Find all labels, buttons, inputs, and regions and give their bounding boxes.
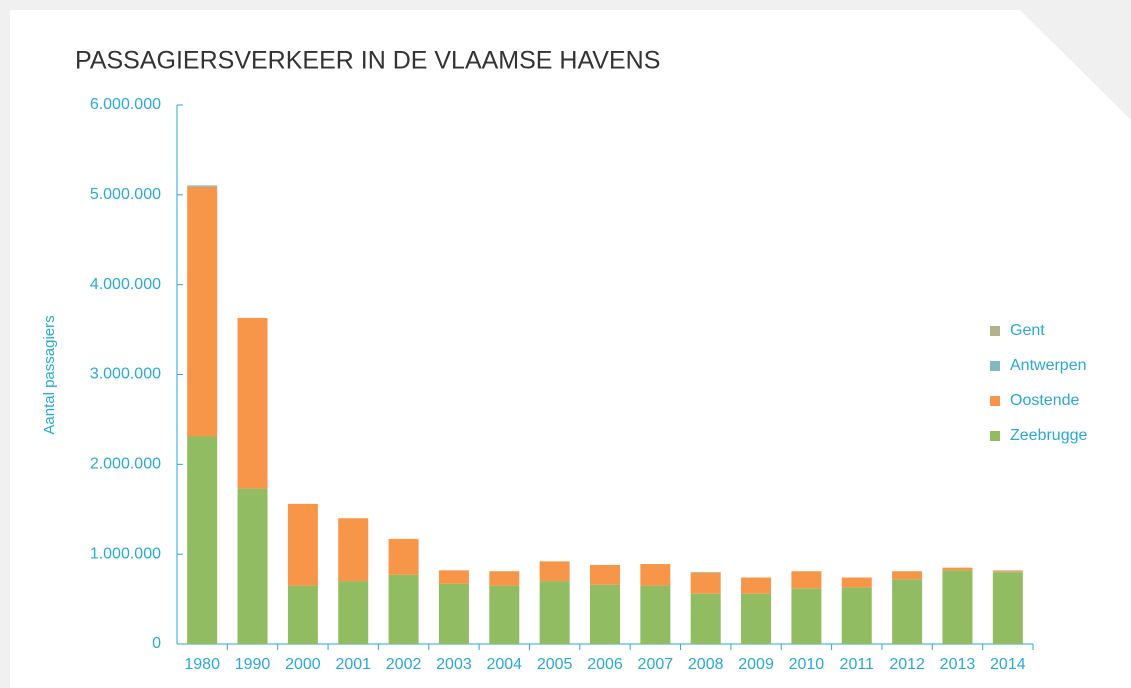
bar-segment [187, 185, 218, 187]
legend-swatch [990, 326, 1000, 336]
x-tick-label: 2011 [840, 656, 875, 673]
bar-segment [489, 585, 520, 644]
bar-segment [640, 564, 671, 586]
y-tick-label: 4.000.000 [90, 276, 161, 293]
bar-segment [992, 570, 1023, 572]
bar-segment [237, 317, 268, 489]
x-tick-label: 2005 [537, 656, 573, 673]
bar-segment [741, 577, 772, 594]
legend-label: Gent [1010, 322, 1045, 339]
bar-segment [388, 538, 419, 575]
bar-segment [640, 585, 671, 644]
x-tick-label: 2004 [486, 656, 522, 673]
bar-segment [338, 581, 369, 644]
x-tick-label: 2010 [789, 656, 825, 673]
bar-segment [690, 593, 721, 644]
legend-label: Zeebrugge [1010, 427, 1087, 444]
legend-label: Oostende [1010, 392, 1079, 409]
bar-segment [438, 583, 469, 644]
legend-swatch [990, 396, 1000, 406]
y-tick-label: 2.000.000 [90, 456, 161, 473]
y-axis-label: Aantal passagiers [41, 315, 58, 434]
legend-swatch [990, 431, 1000, 441]
bar-segment [590, 584, 620, 644]
bar-segment [942, 570, 973, 644]
x-tick-label: 2007 [638, 656, 674, 673]
x-tick-label: 1980 [184, 656, 220, 673]
bar-segment [237, 488, 268, 644]
y-tick-label: 6.000.000 [90, 96, 161, 113]
x-tick-label: 2014 [990, 656, 1026, 673]
bar-segment [388, 574, 419, 644]
bar-segment [187, 186, 218, 437]
bar-segment [287, 585, 318, 644]
bar-segment [187, 436, 218, 644]
bar-segment [791, 588, 822, 644]
bar-segment [690, 572, 721, 574]
bar-segment [590, 564, 620, 585]
bar-segment [690, 573, 721, 594]
x-tick-label: 2001 [335, 656, 371, 673]
bar-segment [338, 518, 369, 582]
y-tick-label: 3.000.000 [90, 366, 161, 383]
x-tick-label: 1990 [235, 656, 271, 673]
bar-segment [992, 571, 1023, 573]
bar-segment [791, 571, 822, 589]
bar-segment [489, 571, 520, 586]
x-tick-label: 2002 [386, 656, 422, 673]
bar-segment [741, 593, 772, 644]
bar-segment [539, 581, 570, 644]
x-tick-label: 2003 [436, 656, 472, 673]
bar-segment [892, 571, 923, 580]
bar-segment [892, 579, 923, 644]
x-tick-label: 2012 [889, 656, 925, 673]
x-tick-label: 2009 [738, 656, 774, 673]
y-tick-label: 5.000.000 [90, 186, 161, 203]
bar-segment [287, 503, 318, 586]
bar-segment [438, 570, 469, 584]
bar-segment [942, 567, 973, 571]
y-tick-label: 0 [152, 635, 161, 652]
x-tick-label: 2000 [285, 656, 321, 673]
x-tick-label: 2008 [688, 656, 724, 673]
bar-segment [539, 561, 570, 582]
legend-swatch [990, 361, 1000, 371]
x-tick-label: 2013 [940, 656, 976, 673]
chart-title: PASSAGIERSVERKEER IN DE VLAAMSE HAVENS [75, 47, 660, 75]
legend-label: Antwerpen [1010, 357, 1087, 374]
y-tick-label: 1.000.000 [90, 545, 161, 562]
bar-segment [841, 577, 872, 588]
x-tick-label: 2006 [587, 656, 623, 673]
bar-segment [992, 572, 1023, 644]
bar-segment [841, 587, 872, 644]
